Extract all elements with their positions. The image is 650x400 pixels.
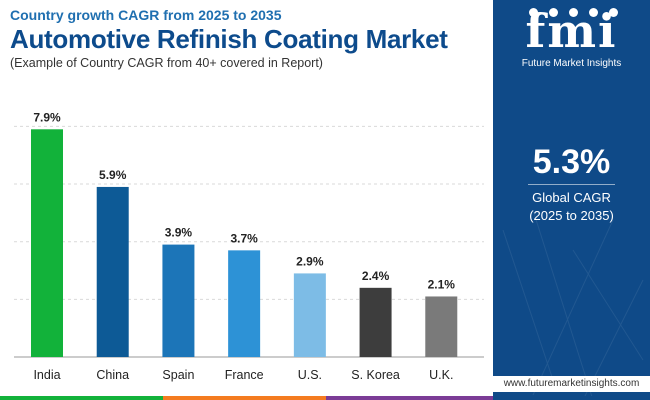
bottom-bar-green xyxy=(0,396,163,400)
global-cagr-label: Global CAGR (2025 to 2035) xyxy=(493,189,650,225)
chart-subtitle: Country growth CAGR from 2025 to 2035 xyxy=(10,7,282,23)
bar-chart: 7.9% India 5.9% China 3.9% Spain 3.7% France 2.9… xyxy=(14,110,484,382)
sidebar-panel: fmi Future Market Insights 5.3% Global C… xyxy=(493,0,650,400)
sidebar-decoration xyxy=(502,209,644,400)
fmi-logo: fmi Future Market Insights xyxy=(493,6,650,69)
bottom-bar-purple xyxy=(326,396,493,400)
chart-title: Automotive Refinish Coating Market xyxy=(10,24,448,54)
cagr-divider xyxy=(528,184,615,185)
bottom-bar-blue xyxy=(493,396,650,400)
bar xyxy=(228,250,261,357)
cagr-period-text: (2025 to 2035) xyxy=(529,208,614,223)
bar xyxy=(96,186,129,357)
bar xyxy=(359,287,392,357)
data-label: 3.9% xyxy=(165,226,193,240)
bar xyxy=(31,129,63,357)
chart-note: (Example of Country CAGR from 40+ covere… xyxy=(10,56,323,70)
logo-subtitle: Future Market Insights xyxy=(521,58,622,69)
x-tick-label: U.K. xyxy=(429,368,453,382)
x-tick-label: S. Korea xyxy=(351,368,400,382)
website-url[interactable]: www.futuremarketinsights.com xyxy=(493,376,650,392)
bar xyxy=(425,296,458,357)
x-tick-label: China xyxy=(96,368,129,382)
data-label: 5.9% xyxy=(99,168,127,182)
bar xyxy=(162,244,195,357)
x-tick-label: U.S. xyxy=(298,368,322,382)
x-tick-label: India xyxy=(33,368,60,382)
bottom-bar-orange xyxy=(163,396,326,400)
x-tick-label: Spain xyxy=(162,368,194,382)
logo-icons xyxy=(523,8,623,17)
chart-header: Country growth CAGR from 2025 to 2035 Au… xyxy=(10,6,490,71)
bar xyxy=(293,273,326,357)
global-cagr-value: 5.3% xyxy=(532,143,611,181)
data-label: 2.1% xyxy=(428,277,456,291)
data-label: 2.4% xyxy=(362,269,390,283)
data-label: 7.9% xyxy=(33,110,61,124)
cagr-label-text: Global CAGR xyxy=(532,190,611,205)
data-label: 3.7% xyxy=(230,231,258,245)
x-tick-label: France xyxy=(225,368,264,382)
data-label: 2.9% xyxy=(296,254,324,268)
